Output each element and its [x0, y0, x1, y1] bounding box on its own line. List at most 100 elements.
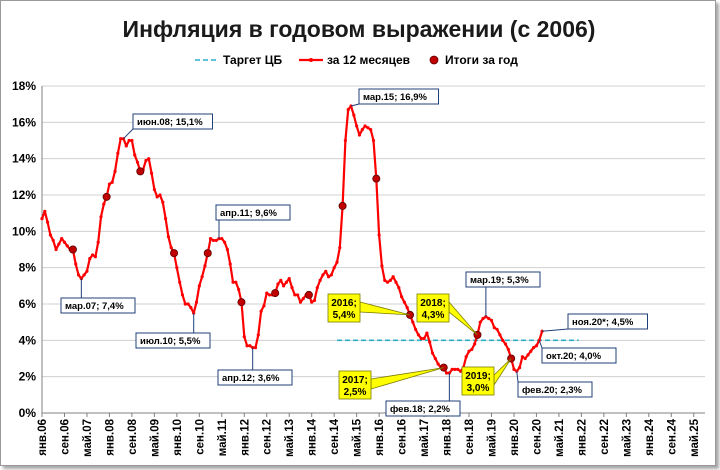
y-tick-label: 18%: [12, 79, 36, 93]
monthly-point: [194, 300, 199, 304]
monthly-point: [444, 371, 449, 375]
monthly-point: [301, 296, 305, 301]
x-tick-label: сен.22: [599, 419, 611, 455]
x-tick-label: сен.14: [329, 418, 341, 454]
x-tick-label: сен.24: [666, 418, 678, 454]
annotation-leader: [538, 340, 543, 349]
monthly-point: [481, 316, 485, 321]
monthly-point: [416, 333, 421, 337]
monthly-point: [85, 269, 89, 273]
monthly-point: [369, 128, 373, 132]
x-tick-label: сен.12: [262, 419, 274, 455]
annotation-box: [358, 88, 439, 105]
x-tick-label: янв.06: [37, 419, 49, 456]
x-tick-label: май.23: [621, 419, 633, 457]
x-tick-label: янв.12: [239, 419, 251, 456]
monthly-point: [262, 304, 266, 308]
monthly-point: [430, 351, 435, 355]
monthly-point: [51, 238, 55, 243]
legend-target-label: Таргет ЦБ: [223, 53, 283, 67]
grid: [41, 85, 705, 414]
monthly-point: [60, 237, 64, 241]
highlight-callout-label: 2,5%: [344, 387, 367, 398]
x-tick-label: сен.18: [464, 418, 476, 454]
monthly-point: [290, 286, 294, 290]
monthly-point: [158, 193, 162, 197]
monthly-point: [532, 346, 536, 350]
monthly-point: [346, 108, 350, 112]
y-axis: 0% 2% 4% 6% 8% 10% 12% 14% 16% 18%: [12, 79, 36, 420]
monthly-point: [135, 160, 140, 164]
monthly-point: [237, 287, 241, 292]
highlight-callout-box: [461, 366, 495, 396]
monthly-point: [166, 235, 171, 239]
annotation-box: [517, 381, 593, 398]
monthly-point: [425, 331, 429, 335]
monthly-point: [489, 318, 494, 322]
monthly-point: [512, 367, 516, 371]
annotation-label: мар.07; 7,4%: [65, 301, 124, 312]
monthly-point: [180, 293, 185, 297]
highlight-callout-pointer: [493, 358, 512, 387]
monthly-point: [335, 260, 339, 264]
chart-title: Инфляция в годовом выражении (с 2006): [123, 16, 596, 42]
annotation-leader: [516, 371, 519, 383]
monthly-point: [371, 138, 376, 143]
monthly-point: [534, 344, 539, 348]
monthly-point: [388, 278, 392, 282]
annotation-box: [567, 313, 648, 330]
monthly-point: [324, 269, 328, 273]
monthly-point: [287, 276, 291, 281]
x-tick-label: май.07: [82, 419, 94, 457]
monthly-point: [377, 233, 381, 237]
monthly-point: [183, 302, 187, 306]
monthly-point: [501, 338, 505, 342]
highlight-callout-label: 2016;: [331, 298, 357, 309]
monthly-point: [169, 246, 173, 250]
monthly-point: [223, 240, 227, 244]
y-tick-label: 14%: [12, 152, 36, 166]
yearly-point: [271, 289, 280, 298]
monthly-point: [498, 333, 502, 337]
monthly-point: [467, 349, 471, 353]
monthly-point: [458, 369, 463, 373]
annotation-label: мар.19; 5,3%: [470, 275, 529, 286]
monthly-point: [225, 247, 230, 252]
monthly-point: [107, 182, 112, 186]
monthly-point: [248, 344, 252, 348]
monthly-point: [298, 300, 303, 304]
monthly-point: [360, 128, 364, 132]
legend: Таргет ЦБ за 12 месяцев Итоги за год: [195, 53, 518, 67]
y-tick-label: 4%: [19, 333, 37, 347]
monthly-point: [57, 242, 61, 246]
yearly-point: [304, 290, 313, 299]
monthly-point: [186, 302, 190, 306]
monthly-point: [310, 300, 314, 304]
monthly-point: [46, 220, 50, 224]
monthly-point: [124, 144, 128, 148]
monthly-point: [428, 340, 432, 344]
monthly-point: [385, 280, 390, 284]
monthly-point: [211, 238, 215, 243]
monthly-point: [343, 138, 348, 143]
x-tick-label: янв.22: [576, 419, 588, 456]
y-tick-label: 6%: [19, 297, 37, 311]
y-tick-label: 10%: [12, 224, 36, 238]
yearly-point: [372, 174, 381, 183]
monthly-point: [456, 367, 460, 371]
yearly-point: [203, 249, 212, 258]
monthly-point: [102, 202, 106, 206]
annotation-leader: [123, 128, 134, 140]
monthly-point: [200, 275, 204, 279]
x-tick-label: сен.20: [531, 419, 543, 455]
annotation-label: мар.15; 16,9%: [363, 92, 427, 103]
highlight-callout-pointer: [448, 300, 478, 336]
x-tick-label: май.25: [689, 418, 701, 456]
monthly-point: [127, 138, 131, 143]
monthly-point: [473, 342, 477, 346]
monthly-point: [470, 347, 474, 352]
monthly-point: [259, 309, 263, 313]
x-tick-label: сен.08: [127, 418, 139, 454]
monthly-point: [267, 293, 272, 297]
